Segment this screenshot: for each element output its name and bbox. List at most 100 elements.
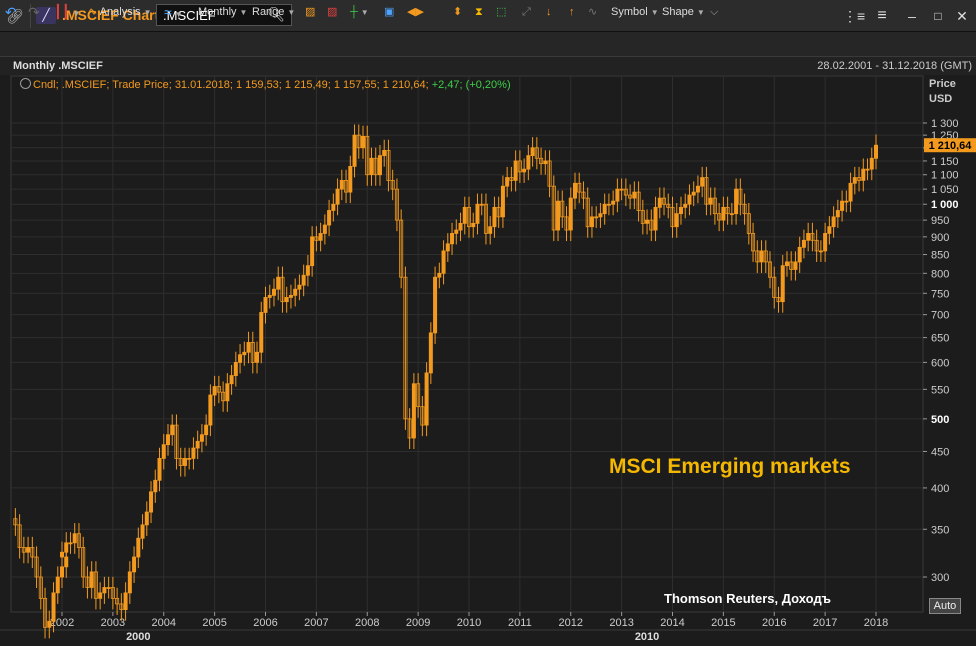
candle-body [551, 185, 556, 231]
candle-body [322, 224, 327, 234]
range-menu[interactable]: Range ▼ [252, 6, 296, 18]
candle-body [869, 157, 874, 170]
auto-scale-button[interactable]: Auto [929, 598, 961, 614]
candle-body [649, 219, 654, 231]
candle-body [683, 203, 688, 208]
candle-body [250, 342, 255, 363]
compare-icon[interactable]: ▨ [327, 6, 338, 18]
candle-body [721, 206, 726, 221]
candle-body [564, 216, 569, 231]
trend-icon[interactable]: ∿ [588, 6, 598, 18]
interval-label: Monthly [198, 6, 237, 18]
candle-body [55, 576, 60, 594]
candle-body [43, 597, 48, 628]
candle-body [653, 206, 658, 231]
analysis-menu[interactable]: ∿ Analysis ▼ [88, 6, 152, 18]
candle-body [386, 149, 391, 181]
arrow-down-icon[interactable]: ↓ [546, 6, 552, 18]
legend-toggle-icon[interactable] [20, 78, 31, 89]
candle-body [806, 233, 811, 241]
candle-body [344, 180, 349, 193]
candle-body [369, 157, 374, 176]
x-tick-label: 2002 [50, 617, 74, 629]
maximize-icon[interactable]: □ [934, 9, 942, 23]
x-tick-label: 2013 [609, 617, 633, 629]
y-axis-unit: USD [929, 93, 952, 105]
fit-icon[interactable]: ⤢ [522, 6, 531, 18]
chart-style-icon[interactable]: ▨ [305, 6, 316, 18]
data-box-icon[interactable]: ▣ [384, 6, 395, 18]
y-tick-label: 500 [931, 414, 949, 426]
candle-body [678, 206, 683, 215]
y-tick-label: 1 300 [931, 118, 959, 130]
undo-icon[interactable]: ↶ [5, 4, 17, 20]
candle-body [314, 236, 319, 241]
candle-body [738, 188, 743, 205]
candle-body [547, 160, 552, 187]
symbol-label: Symbol [611, 6, 648, 18]
candle-body [144, 511, 149, 526]
search-icon[interactable]: 🔍︎ [267, 6, 285, 22]
expand-toolbar-icon[interactable]: ⌵ [710, 6, 719, 18]
candle-body [102, 587, 107, 594]
candle-body [21, 547, 26, 553]
redo-icon[interactable]: ↷ [28, 4, 40, 20]
candle-body [594, 216, 599, 219]
candle-body [534, 147, 539, 159]
candle-body [280, 276, 285, 303]
candle-body [394, 188, 399, 221]
waves-icon[interactable]: ≈ ▼ [164, 4, 183, 20]
close-icon[interactable]: ✕ [956, 8, 968, 24]
candle-body [818, 250, 823, 253]
scroll-up-down-icon[interactable]: ⬍ [453, 6, 463, 18]
minimize-icon[interactable]: – [908, 8, 916, 24]
symbol-menu[interactable]: Symbol ▼ [611, 6, 659, 18]
scroll-left-right-icon[interactable]: ◀▶ [407, 6, 424, 18]
candle-body [776, 297, 781, 303]
candle-body [479, 203, 484, 206]
candle-body [377, 155, 382, 176]
x-tick-label: 2018 [864, 617, 888, 629]
hourglass-icon[interactable]: ⧗ [475, 6, 483, 18]
menu-icon[interactable]: ≡ [877, 7, 887, 24]
candle-body [780, 265, 785, 303]
candle-body [187, 458, 192, 460]
y-tick-label: 700 [931, 310, 949, 322]
candle-body [662, 197, 667, 205]
candle-body [161, 444, 166, 459]
candle-body [619, 188, 624, 191]
candle-body [810, 233, 815, 241]
series-legend[interactable]: Cndl; .MSCIEF; Trade Price; 31.01.2018; … [20, 78, 511, 91]
candle-body [763, 250, 768, 263]
zoom-select-icon[interactable]: ⬚ [496, 6, 507, 18]
arrow-up-icon[interactable]: ↑ [569, 6, 575, 18]
candle-body [844, 200, 849, 203]
candle-body [424, 372, 429, 426]
shape-menu[interactable]: Shape ▼ [662, 6, 705, 18]
candle-body [865, 168, 870, 171]
candle-body [657, 197, 662, 208]
candle-body [191, 447, 196, 459]
crosshair-icon[interactable]: ┼ ▼ [350, 6, 369, 18]
y-tick-label: 600 [931, 357, 949, 369]
candle-body [466, 206, 471, 228]
candle-body [789, 261, 794, 270]
candle-type-icon[interactable]: ┃┃ ▼ [54, 4, 81, 19]
candle-body [589, 216, 594, 228]
ric-search-box[interactable]: 🔍︎ [156, 4, 292, 26]
y-axis-title: Price [929, 78, 956, 90]
link-icon[interactable]: 🔗︎ [6, 8, 24, 24]
tree-icon[interactable]: ⋮≡ [843, 8, 866, 24]
y-tick-label: 1 050 [931, 184, 959, 196]
ric-search-input[interactable] [163, 6, 263, 24]
analysis-icon: ∿ [88, 6, 98, 18]
interval-menu[interactable]: Monthly ▼ [198, 6, 248, 18]
y-tick-label: 550 [931, 384, 949, 396]
candle-body [670, 206, 675, 228]
candle-body [288, 294, 293, 298]
candle-body [119, 603, 124, 611]
candle-body [725, 206, 730, 215]
candle-body [373, 157, 378, 176]
candle-body [47, 620, 52, 628]
